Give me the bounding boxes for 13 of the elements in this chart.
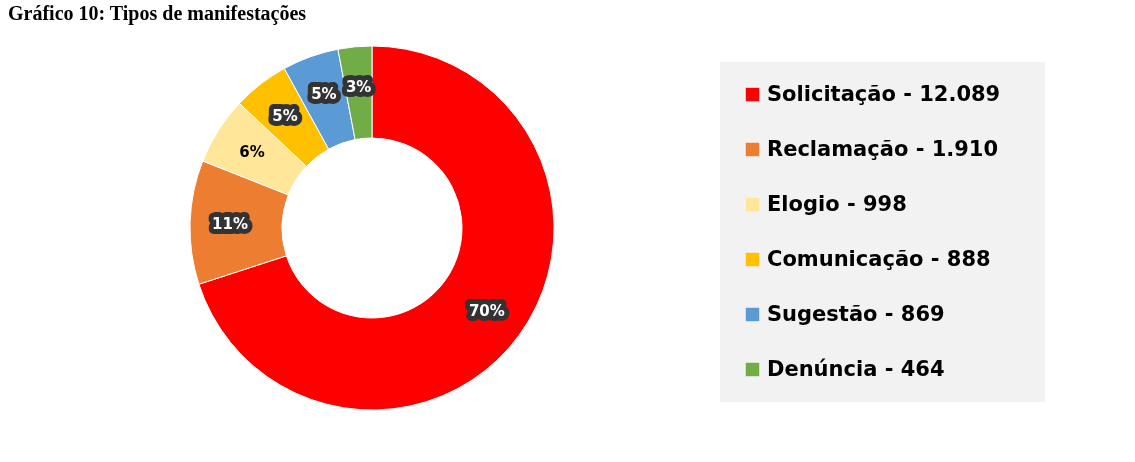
data-label: 5% (311, 85, 337, 104)
legend-label: Comunicação - 888 (767, 246, 991, 271)
chart-title: Gráfico 10: Tipos de manifestações (8, 2, 307, 25)
legend-label: Solicitação - 12.089 (767, 81, 1001, 106)
legend-label: Sugestão - 869 (767, 301, 945, 326)
legend-label: Elogio - 998 (767, 191, 907, 216)
data-label: 3% (345, 77, 372, 96)
data-label: 5% (272, 106, 298, 125)
data-label: 6% (239, 142, 265, 161)
data-label: 70% (468, 302, 505, 321)
data-label: 11% (212, 214, 249, 233)
legend-label: Denúncia - 464 (767, 356, 945, 381)
legend-label: Reclamação - 1.910 (767, 136, 999, 161)
